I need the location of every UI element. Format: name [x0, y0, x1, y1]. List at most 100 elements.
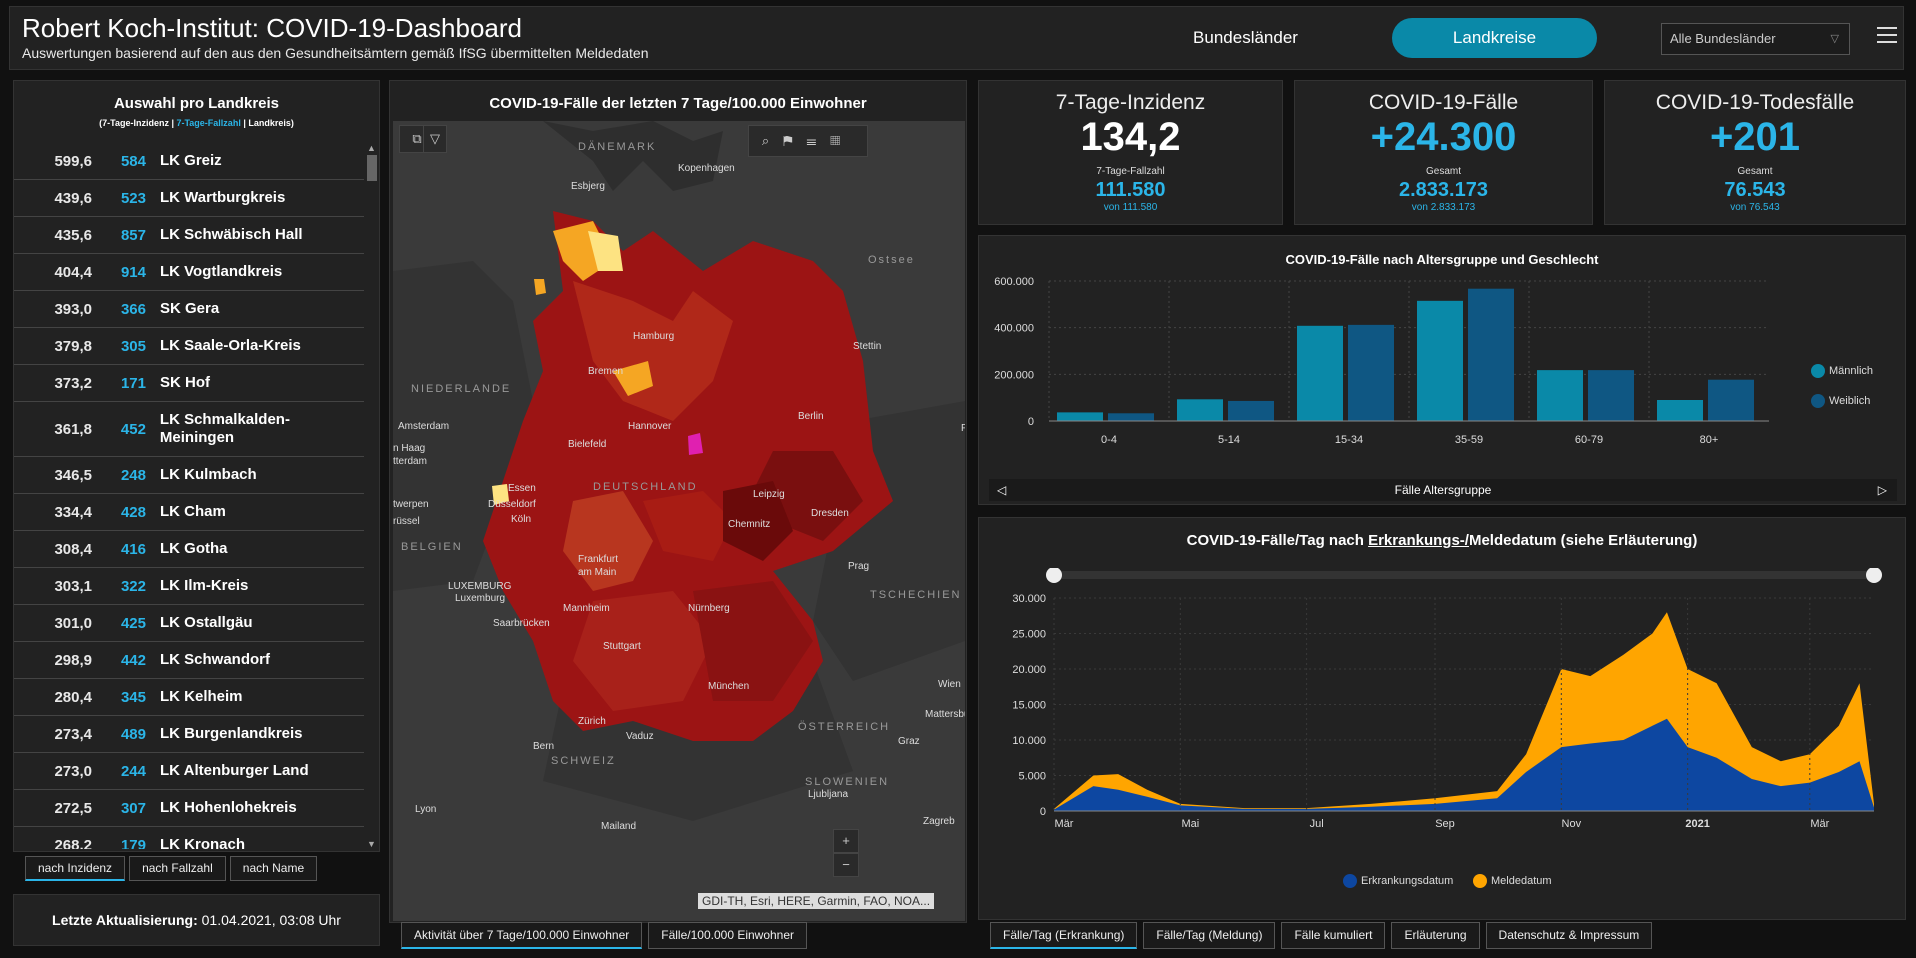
- map-toolbar[interactable]: ⌕⚑☰▦: [748, 125, 868, 157]
- zoom-out-button[interactable]: −: [833, 853, 859, 877]
- chevron-left-icon[interactable]: ◁: [997, 483, 1007, 497]
- map-label-saarbruecken: Saarbrücken: [493, 618, 550, 629]
- map-attribution: GDI-TH, Esri, HERE, Garmin, FAO, NOA...: [698, 893, 935, 909]
- incidence-value: 303,1: [54, 577, 92, 595]
- list-item[interactable]: 599,6 584 LK Greiz: [14, 143, 364, 180]
- bar-weiblich: [1228, 400, 1274, 421]
- zoom-in-button[interactable]: +: [833, 829, 859, 853]
- kpi-sub-value: 2.833.173: [1399, 179, 1488, 201]
- legend-female[interactable]: Weiblich: [1811, 394, 1870, 408]
- district-name: SK Gera: [160, 300, 220, 317]
- daily-chart[interactable]: 0 5.000 10.000 15.000 20.000 25.000 30.000 Mär M…: [979, 568, 1907, 868]
- map-label-tschechien: TSCHECHIEN: [870, 589, 962, 601]
- kpi-sub-note: von 76.543: [1730, 202, 1780, 213]
- sort-by-incidence[interactable]: nach Inzidenz: [25, 856, 126, 881]
- list-item[interactable]: 435,6 857 LK Schwäbisch Hall: [14, 217, 364, 254]
- map-label-luxemburg: Luxemburg: [455, 593, 506, 604]
- district-name: LK Vogtlandkreis: [160, 263, 283, 280]
- region-select[interactable]: Alle Bundesländer ▽: [1661, 23, 1850, 55]
- tab-activity-7days[interactable]: Aktivität über 7 Tage/100.000 Einwohner: [401, 922, 643, 949]
- bar-männlich: [1297, 325, 1343, 421]
- tab-explanation[interactable]: Erläuterung: [1391, 922, 1480, 949]
- sort-by-name[interactable]: nach Name: [229, 856, 318, 881]
- legend-erkrankung[interactable]: Erkrankungsdatum: [1343, 874, 1453, 888]
- map-label-bruessel: rüssel: [393, 516, 420, 527]
- kpi-sub-note: von 2.833.173: [1411, 202, 1476, 213]
- chevron-down-icon: ▽: [1830, 33, 1839, 45]
- list-item[interactable]: 361,8 452 LK Schmalkalden-Meiningen: [14, 402, 364, 457]
- district-name: LK Schmalkalden-Meiningen: [159, 411, 290, 446]
- tab-cases-per-100k[interactable]: Fälle/100.000 Einwohner: [648, 922, 808, 949]
- list-item[interactable]: 273,4 489 LK Burgenlandkreis: [14, 716, 364, 753]
- list-item[interactable]: 301,0 425 LK Ostallgäu: [14, 605, 364, 642]
- map[interactable]: ⧉ ▽ ⌕⚑☰▦ + − GDI-TH, Esri, HERE, Garmin,…: [393, 121, 965, 921]
- district-name: LK Wartburgkreis: [160, 189, 286, 206]
- list-item[interactable]: 439,6 523 LK Wartburgkreis: [14, 180, 364, 217]
- district-list[interactable]: 599,6 584 LK Greiz 439,6 523 LK Wartburgkreis…: [14, 143, 364, 849]
- case-count: 322: [120, 577, 146, 595]
- scroll-thumb[interactable]: [367, 155, 377, 181]
- case-count: 307: [120, 799, 146, 817]
- list-item[interactable]: 303,1 322 LK Ilm-Kreis: [14, 568, 364, 605]
- map-label-ljubljana: Ljubljana: [808, 789, 849, 800]
- kpi-cases: COVID-19-Fälle +24.300 Gesamt 2.833.173 …: [1294, 80, 1593, 225]
- scroll-down-icon[interactable]: ▼: [367, 839, 376, 849]
- list-item[interactable]: 346,5 248 LK Kulmbach: [14, 457, 364, 494]
- list-item[interactable]: 404,4 914 LK Vogtlandkreis: [14, 254, 364, 291]
- legend-male[interactable]: Männlich: [1811, 364, 1873, 378]
- incidence-value: 439,6: [54, 189, 92, 207]
- bar-weiblich: [1108, 413, 1154, 421]
- tab-landkreise[interactable]: Landkreise: [1392, 18, 1597, 58]
- list-item[interactable]: 308,4 416 LK Gotha: [14, 531, 364, 568]
- y-tick-label: 5.000: [1018, 771, 1046, 783]
- tab-cases-day-onset[interactable]: Fälle/Tag (Erkrankung): [990, 922, 1138, 949]
- list-item[interactable]: 393,0 366 SK Gera: [14, 291, 364, 328]
- case-count: 428: [120, 503, 146, 521]
- list-item[interactable]: 280,4 345 LK Kelheim: [14, 679, 364, 716]
- list-item[interactable]: 334,4 428 LK Cham: [14, 494, 364, 531]
- list-item[interactable]: 273,0 244 LK Altenburger Land: [14, 753, 364, 790]
- bar-männlich: [1537, 370, 1583, 421]
- daily-chart-title: COVID-19-Fälle/Tag nach Erkrankungs-/Mel…: [1186, 532, 1698, 549]
- kpi-deaths: COVID-19-Todesfälle +201 Gesamt 76.543 v…: [1604, 80, 1906, 225]
- map-label-stettin: Stettin: [853, 341, 882, 352]
- kpi-sub-label: Gesamt: [1425, 166, 1461, 177]
- map-label-niederlande: NIEDERLANDE: [411, 383, 512, 395]
- tab-cases-cumulative[interactable]: Fälle kumuliert: [1281, 922, 1386, 949]
- map-label-koeln: Köln: [511, 514, 532, 525]
- map-label-zagreb: Zagreb: [923, 816, 955, 827]
- list-subtitle: (7-Tage-Inzidenz | 7-Tage-Fallzahl | Lan…: [99, 118, 294, 128]
- x-tick-label: 0-4: [1101, 434, 1117, 446]
- tab-bundeslaender[interactable]: Bundesländer: [1193, 28, 1298, 47]
- tab-cases-day-report[interactable]: Fälle/Tag (Meldung): [1143, 922, 1276, 949]
- map-label-prag: Prag: [848, 561, 870, 572]
- incidence-value: 379,8: [54, 337, 92, 355]
- map-label-muenchen: München: [708, 681, 750, 692]
- list-item[interactable]: 298,9 442 LK Schwandorf: [14, 642, 364, 679]
- list-item[interactable]: 272,5 307 LK Hohenlohekreis: [14, 790, 364, 827]
- map-label-bielefeld: Bielefeld: [568, 439, 607, 450]
- menu-icon[interactable]: [1877, 27, 1897, 45]
- incidence-value: 393,0: [54, 300, 92, 318]
- tab-privacy[interactable]: Datenschutz & Impressum: [1485, 922, 1653, 949]
- legend-meldung[interactable]: Meldedatum: [1473, 874, 1552, 888]
- list-item[interactable]: 379,8 305 LK Saale-Orla-Kreis: [14, 328, 364, 365]
- x-tick-label: 15-34: [1335, 434, 1363, 446]
- y-tick-label: 0: [1040, 806, 1046, 818]
- x-tick-label: Mär: [1810, 818, 1829, 830]
- scroll-up-icon[interactable]: ▲: [367, 143, 376, 153]
- list-scrollbar[interactable]: ▲ ▼: [365, 143, 379, 849]
- list-item[interactable]: 268,2 179 LK Kronach: [14, 827, 364, 849]
- map-label-lyon: Lyon: [415, 804, 437, 815]
- sort-by-count[interactable]: nach Fallzahl: [129, 856, 226, 881]
- kpi-sub-label: 7-Tage-Fallzahl: [1096, 166, 1165, 177]
- chevron-down-icon[interactable]: ▽: [423, 125, 447, 153]
- map-canvas[interactable]: [393, 121, 965, 921]
- x-tick-label: Sep: [1435, 818, 1455, 830]
- list-item[interactable]: 373,2 171 SK Hof: [14, 365, 364, 402]
- y-tick-label: 600.000: [994, 276, 1034, 288]
- district-name: LK Gotha: [160, 540, 228, 557]
- chevron-right-icon[interactable]: ▷: [1877, 483, 1887, 497]
- map-label-oesterreich: ÖSTERREICH: [798, 721, 891, 733]
- age-chart[interactable]: 0 200.000 400.000 600.000 0-4 5-14 15-34 35-59 6…: [979, 276, 1907, 476]
